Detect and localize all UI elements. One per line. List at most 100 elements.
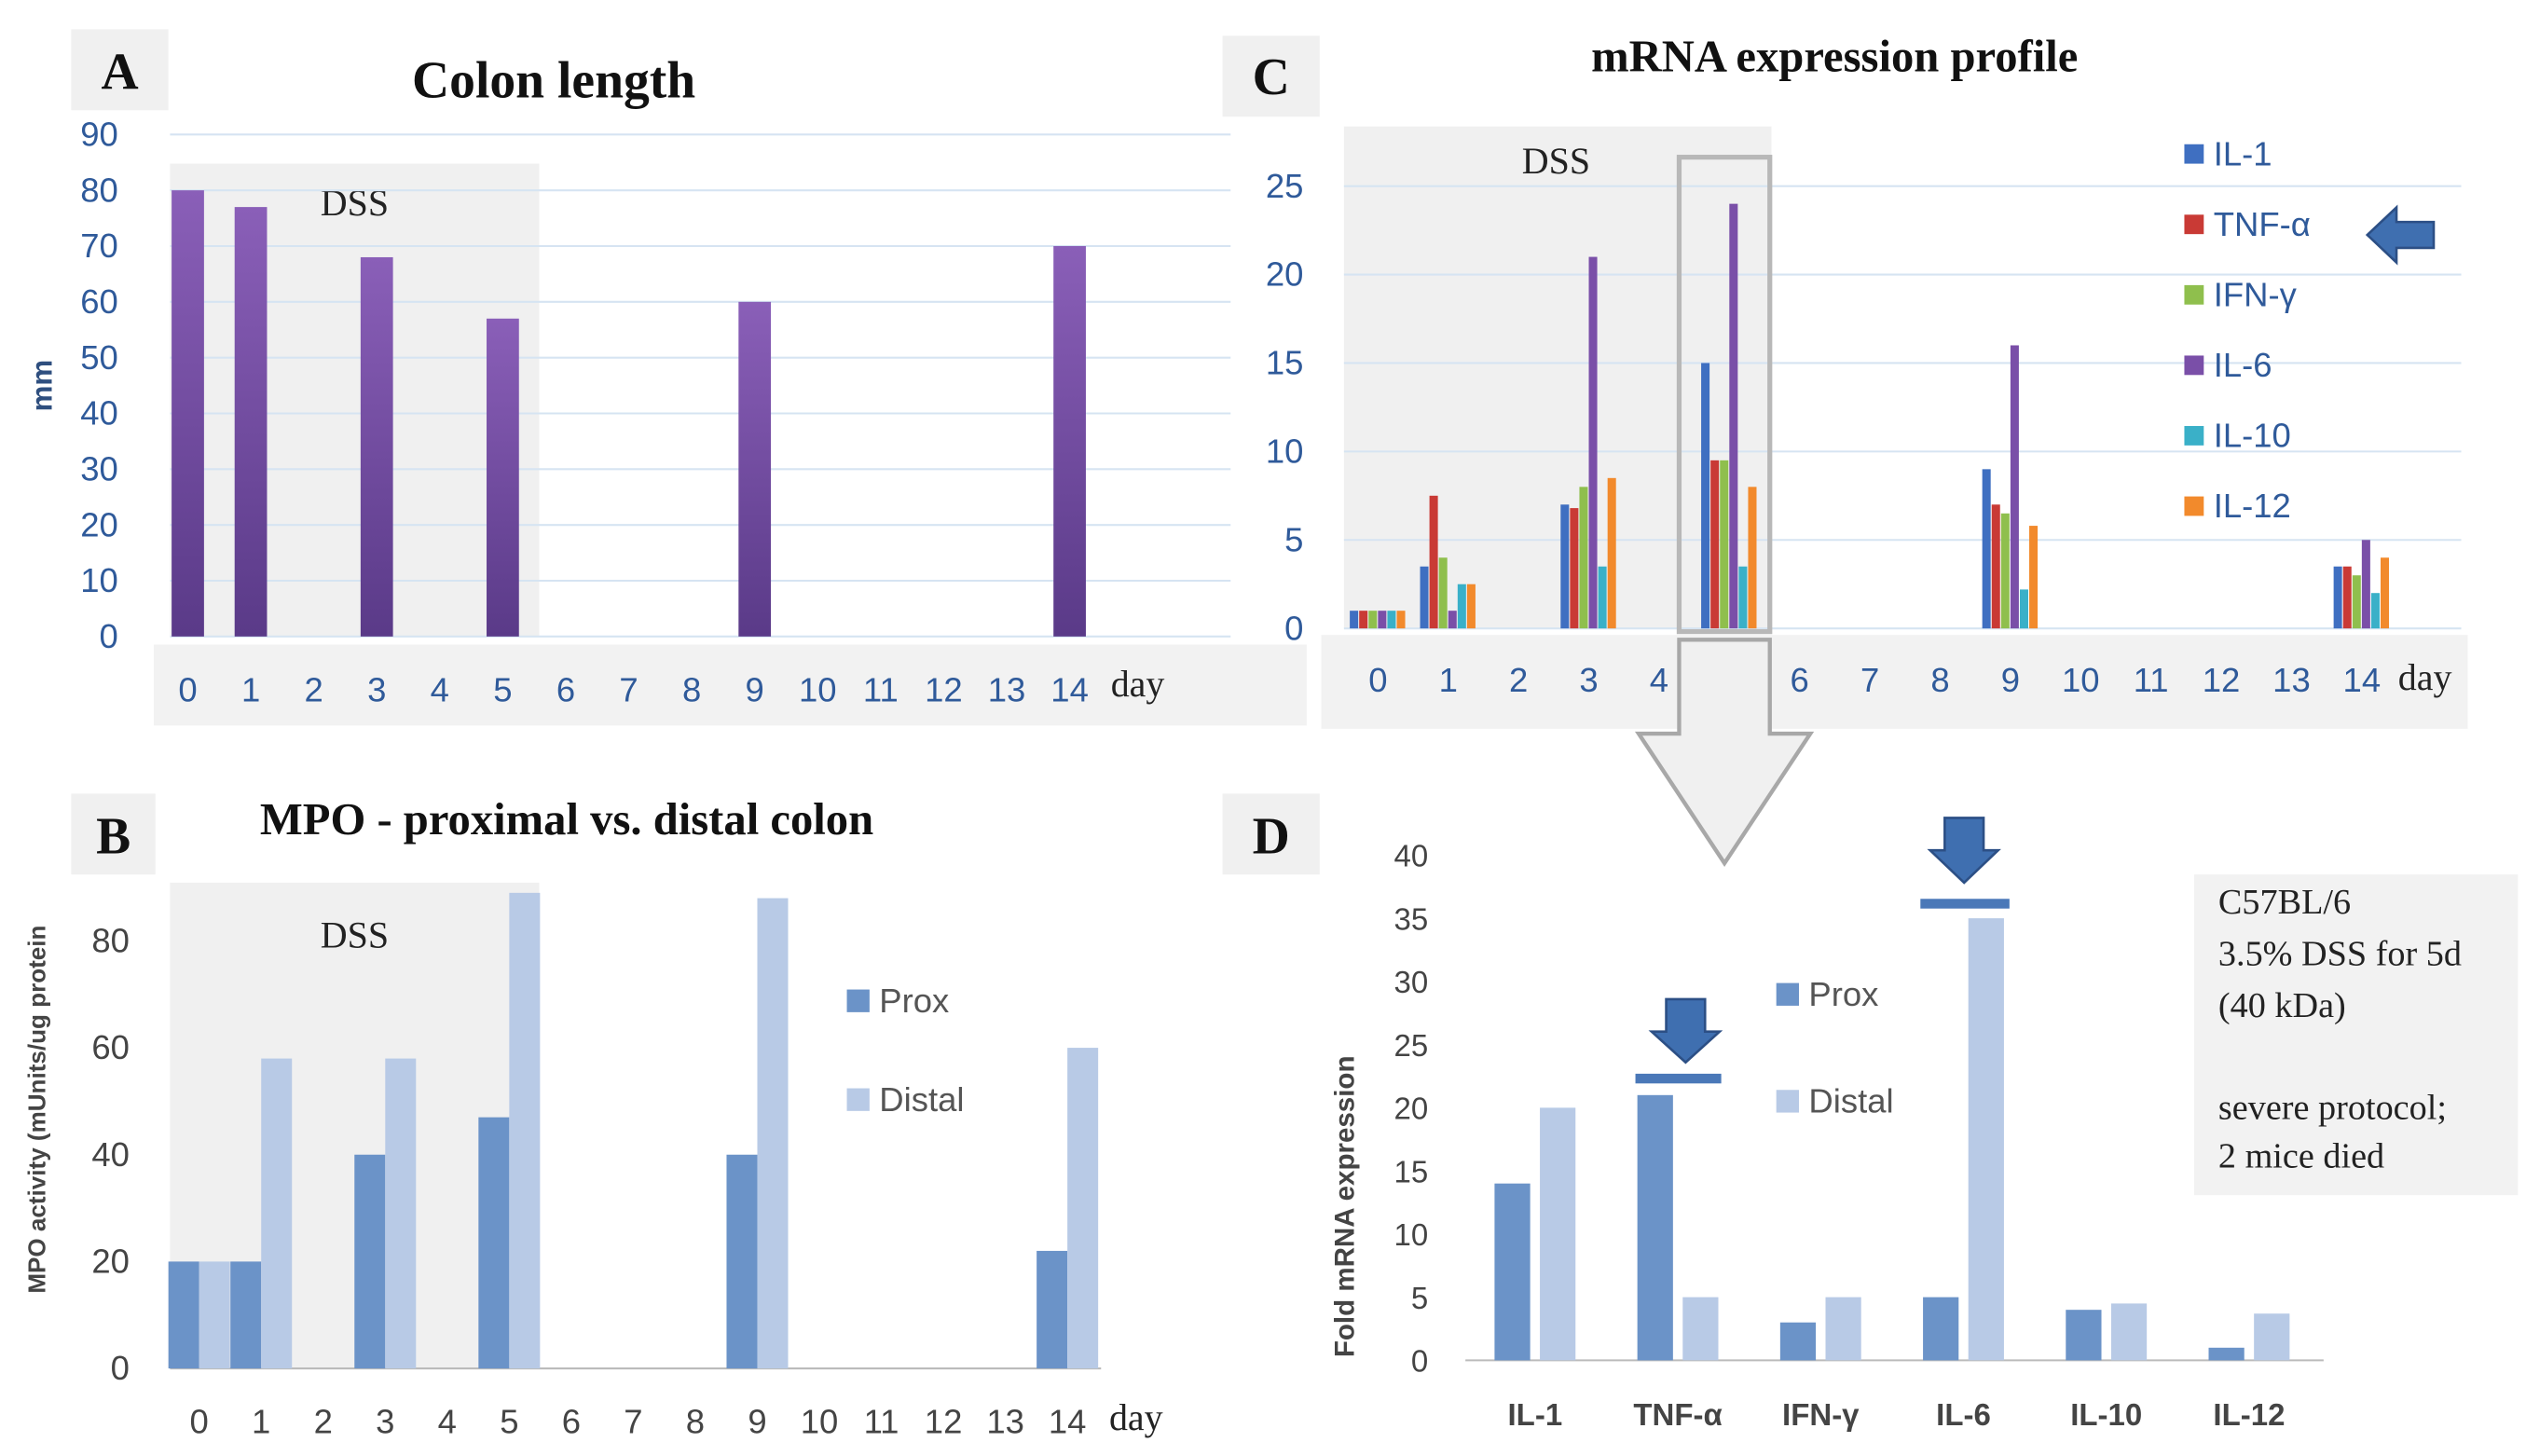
bar-day-0 xyxy=(172,190,204,637)
bar-il-10-day-14 xyxy=(2370,593,2380,629)
x-tick-label: 5 xyxy=(500,1403,518,1441)
panel-b-legend-prox: Prox xyxy=(879,982,949,1020)
x-tick-label: 8 xyxy=(686,1403,705,1441)
panel-c-day5-highlight-frame xyxy=(1676,155,1773,635)
bar-il-10-day-5 xyxy=(1738,566,1748,629)
x-tick-label: 3 xyxy=(367,670,386,708)
x-tick-label: 2 xyxy=(305,670,323,708)
panel-d-y-ticks: 0 5 10 15 20 25 30 35 40 xyxy=(1393,839,1428,1379)
x-tick-label: 5 xyxy=(493,670,512,708)
panel-c-axis-band xyxy=(1321,635,2468,729)
panel-c-dss-label: DSS xyxy=(1522,140,1590,182)
panel-a-axis-band xyxy=(154,644,1307,726)
panel-d-highlight-line-tnf xyxy=(1635,1073,1722,1084)
panel-c-title: mRNA expression profile xyxy=(1591,32,2078,82)
y-tick-label: 60 xyxy=(80,282,118,321)
bar-day-1 xyxy=(234,207,268,637)
bar-distal-day-14 xyxy=(1067,1048,1099,1369)
x-tick-label: IL-12 xyxy=(2213,1397,2285,1432)
x-tick-label: 11 xyxy=(2134,661,2169,699)
panel-d-bars xyxy=(1465,918,2324,1362)
panel-a-x-ticks: 0 1 2 3 4 5 6 7 8 9 10 11 12 13 14 xyxy=(178,670,1089,708)
x-tick-label: 14 xyxy=(1049,1403,1087,1441)
bar-tnf-day-14 xyxy=(2342,566,2352,629)
y-tick-label: 60 xyxy=(91,1028,130,1066)
x-tick-label: 0 xyxy=(178,670,197,708)
y-tick-label: 90 xyxy=(80,115,118,153)
panel-b-bars xyxy=(168,892,1102,1370)
y-tick-label: 80 xyxy=(80,171,118,209)
bar-il-1-day-1 xyxy=(1420,566,1429,629)
legend-swatch-tnf xyxy=(2184,214,2204,235)
panel-c-letter-box xyxy=(1222,35,1320,117)
x-tick-label: 12 xyxy=(925,670,963,708)
y-tick-label: 35 xyxy=(1393,901,1428,936)
bar-il-6-day-0 xyxy=(1378,611,1387,629)
panel-letters: A B C D xyxy=(71,29,1320,875)
panel-d-note-line-1: C57BL/6 xyxy=(2218,883,2351,922)
y-tick-label: 10 xyxy=(1393,1217,1428,1252)
x-tick-label: 9 xyxy=(2001,661,2020,699)
legend-swatch-il-1 xyxy=(2184,144,2204,164)
panel-b-y-ticks: 0 20 40 60 80 xyxy=(91,922,130,1388)
bar-distal-il-10 xyxy=(2110,1303,2148,1361)
y-tick-label: 70 xyxy=(80,227,118,265)
panel-d-ylabel: Fold mRNA expression xyxy=(1329,1056,1360,1358)
legend-swatch-il-6 xyxy=(2184,355,2204,376)
legend-label-il-6: IL-6 xyxy=(2214,346,2272,384)
panel-c-legend: IL-1 TNF-α IFN-γ IL-6 IL-10 IL-12 xyxy=(2184,134,2311,525)
y-tick-label: 20 xyxy=(1393,1092,1428,1126)
bar-prox-il-6 xyxy=(1923,1297,1959,1361)
y-tick-label: 25 xyxy=(1393,1028,1428,1063)
panel-a-dss-shading xyxy=(170,163,540,637)
x-tick-label: 9 xyxy=(748,1403,766,1441)
x-tick-label: IL-1 xyxy=(1508,1397,1563,1432)
x-tick-label: 13 xyxy=(986,1403,1024,1441)
x-tick-label: 12 xyxy=(2203,661,2241,699)
y-tick-label: 25 xyxy=(1266,167,1304,205)
bar-ifn-day-3 xyxy=(1579,487,1588,629)
panel-a-letter: A xyxy=(101,44,138,102)
bar-tnf-day-3 xyxy=(1570,508,1579,629)
panel-b-letter-box xyxy=(71,793,156,875)
bar-ifn-day-1 xyxy=(1438,557,1448,629)
bar-il-12-day-14 xyxy=(2381,557,2390,629)
bar-il-10-day-9 xyxy=(2019,589,2028,629)
bar-tnf-day-0 xyxy=(1359,611,1368,629)
bar-il-1-day-3 xyxy=(1560,504,1570,629)
legend-swatch-ifn xyxy=(2184,284,2204,305)
panel-d: Fold mRNA expression 0 5 10 15 20 25 30 35 40 IL… xyxy=(1329,817,2462,1432)
bar-il-6-day-14 xyxy=(2361,540,2370,629)
bar-distal-il-6 xyxy=(1968,918,2004,1361)
bar-prox-ifn xyxy=(1779,1322,1817,1361)
bar-distal-tnf xyxy=(1682,1297,1719,1361)
bar-il-10-day-1 xyxy=(1457,584,1466,629)
y-tick-label: 30 xyxy=(1393,965,1428,999)
legend-swatch-il-10 xyxy=(2184,426,2204,446)
panel-d-legend-distal: Distal xyxy=(1808,1082,1893,1120)
down-arrow-icon xyxy=(1648,997,1723,1065)
x-tick-label: 6 xyxy=(556,670,575,708)
y-tick-label: 20 xyxy=(91,1243,130,1281)
down-arrow-connector xyxy=(1634,638,1815,867)
x-tick-label: 11 xyxy=(863,670,899,708)
panel-b-legend-swatch-distal xyxy=(846,1088,870,1111)
y-tick-label: 10 xyxy=(1266,433,1304,471)
x-tick-label: 1 xyxy=(241,670,260,708)
bar-il-1-day-9 xyxy=(1982,469,1991,629)
bar-day-14 xyxy=(1053,245,1086,637)
y-tick-label: 0 xyxy=(1284,609,1303,647)
x-tick-label: 0 xyxy=(1368,661,1387,699)
bar-il-1-day-0 xyxy=(1350,611,1359,629)
bar-il-12-day-1 xyxy=(1466,584,1476,629)
x-tick-label: IL-6 xyxy=(1936,1397,1991,1432)
panel-d-note-box xyxy=(2193,874,2519,1196)
bar-prox-tnf xyxy=(1637,1094,1673,1361)
bar-il-6-day-1 xyxy=(1448,611,1457,629)
x-tick-label: 7 xyxy=(624,1403,642,1441)
x-tick-label: 13 xyxy=(988,670,1026,708)
y-tick-label: 40 xyxy=(1393,839,1428,873)
x-tick-label: 14 xyxy=(1050,670,1089,708)
bar-tnf-day-5 xyxy=(1710,460,1720,629)
x-tick-label: 7 xyxy=(619,670,638,708)
